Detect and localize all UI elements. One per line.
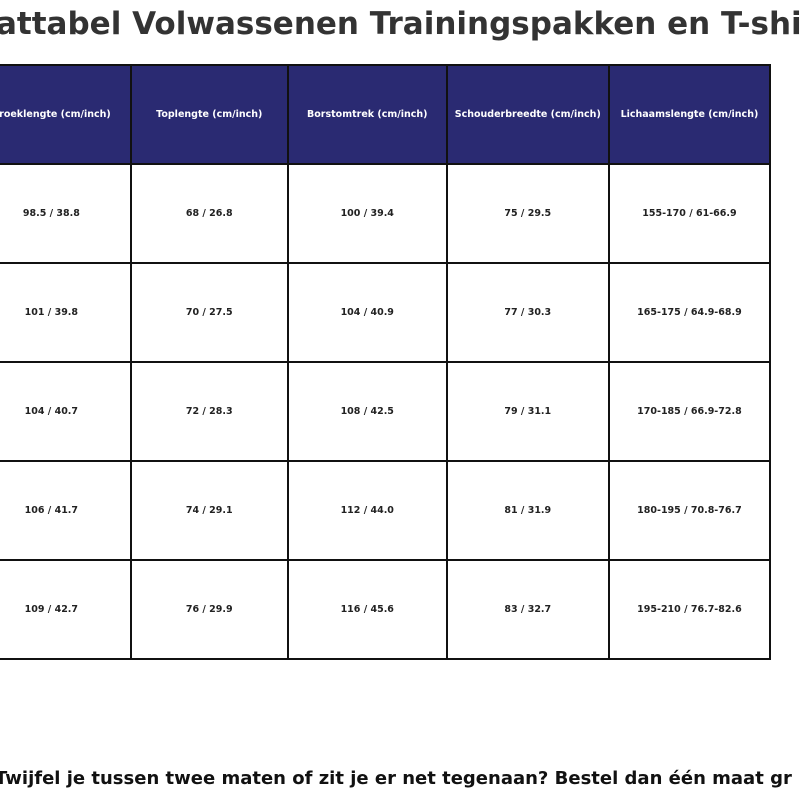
table-cell: 101 / 39.8	[0, 262, 132, 363]
table-cell: 83 / 32.7	[445, 559, 610, 660]
table-cell: 75 / 29.5	[445, 163, 610, 264]
header-toplengte: Toplengte (cm/inch)	[129, 64, 289, 165]
table-cell: 100 / 39.4	[286, 163, 448, 264]
table-cell: 170-185 / 66.9-72.8	[607, 361, 772, 462]
table-cell: 72 / 28.3	[129, 361, 289, 462]
size-table: Broeklengte (cm/inch) Toplengte (cm/inch…	[0, 64, 772, 660]
size-advice-note: Twijfel je tussen twee maten of zit je e…	[0, 768, 792, 789]
header-schouderbreedte: Schouderbreedte (cm/inch)	[445, 64, 610, 165]
table-row: 106 / 41.7 74 / 29.1 112 / 44.0 81 / 31.9 18…	[0, 460, 772, 561]
table-cell: 70 / 27.5	[129, 262, 289, 363]
header-broeklengte: Broeklengte (cm/inch)	[0, 64, 132, 165]
page-title: attabel Volwassenen Trainingspakken en T…	[0, 6, 800, 42]
table-cell: 76 / 29.9	[129, 559, 289, 660]
table-cell: 165-175 / 64.9-68.9	[607, 262, 772, 363]
table-cell: 155-170 / 61-66.9	[607, 163, 772, 264]
table-cell: 112 / 44.0	[286, 460, 448, 561]
table-cell: 81 / 31.9	[445, 460, 610, 561]
table-header-row: Broeklengte (cm/inch) Toplengte (cm/inch…	[0, 64, 772, 165]
table-cell: 104 / 40.7	[0, 361, 132, 462]
table-cell: 77 / 30.3	[445, 262, 610, 363]
table-row: 98.5 / 38.8 68 / 26.8 100 / 39.4 75 / 29.5 1…	[0, 163, 772, 264]
table-cell: 108 / 42.5	[286, 361, 448, 462]
table-row: 101 / 39.8 70 / 27.5 104 / 40.9 77 / 30.3 16…	[0, 262, 772, 363]
table-row: 104 / 40.7 72 / 28.3 108 / 42.5 79 / 31.1 17…	[0, 361, 772, 462]
header-lichaamslengte: Lichaamslengte (cm/inch)	[607, 64, 772, 165]
table-cell: 104 / 40.9	[286, 262, 448, 363]
header-borstomtrek: Borstomtrek (cm/inch)	[286, 64, 448, 165]
table-cell: 74 / 29.1	[129, 460, 289, 561]
table-cell: 68 / 26.8	[129, 163, 289, 264]
table-row: 109 / 42.7 76 / 29.9 116 / 45.6 83 / 32.7 19…	[0, 559, 772, 660]
table-cell: 195-210 / 76.7-82.6	[607, 559, 772, 660]
table-cell: 98.5 / 38.8	[0, 163, 132, 264]
table-cell: 116 / 45.6	[286, 559, 448, 660]
table-cell: 180-195 / 70.8-76.7	[607, 460, 772, 561]
table-cell: 79 / 31.1	[445, 361, 610, 462]
table-cell: 106 / 41.7	[0, 460, 132, 561]
table-cell: 109 / 42.7	[0, 559, 132, 660]
